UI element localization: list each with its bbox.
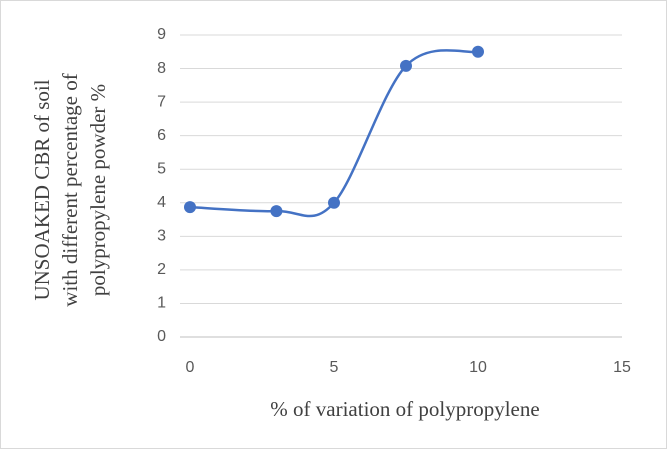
y-tick-label: 0 bbox=[157, 328, 166, 345]
data-point bbox=[184, 201, 196, 214]
data-point bbox=[472, 45, 484, 58]
y-tick-label: 6 bbox=[157, 127, 166, 144]
x-axis-label: % of variation of polypropylene bbox=[270, 397, 539, 421]
y-tick-label: 8 bbox=[157, 60, 166, 77]
x-tick-label: 10 bbox=[469, 359, 487, 376]
data-point bbox=[270, 205, 283, 218]
series-line bbox=[189, 49, 479, 218]
y-tick-label: 4 bbox=[157, 194, 166, 211]
x-tick-label: 5 bbox=[330, 359, 339, 376]
y-axis-label: polypropylene powder % bbox=[86, 84, 110, 296]
y-tick-label: 7 bbox=[157, 93, 166, 110]
x-tick-label: 0 bbox=[186, 359, 195, 376]
y-tick-label: 1 bbox=[157, 295, 166, 312]
y-axis-label: UNSOAKED CBR of soil bbox=[30, 79, 54, 300]
y-tick-label: 9 bbox=[157, 26, 166, 43]
data-point bbox=[328, 196, 340, 209]
y-axis-label: with different percentage of bbox=[58, 73, 82, 306]
data-point bbox=[400, 59, 412, 72]
y-tick-label: 3 bbox=[157, 228, 166, 245]
y-tick-label: 5 bbox=[157, 160, 166, 177]
y-tick-label: 2 bbox=[157, 261, 166, 278]
x-tick-label: 15 bbox=[613, 359, 631, 376]
